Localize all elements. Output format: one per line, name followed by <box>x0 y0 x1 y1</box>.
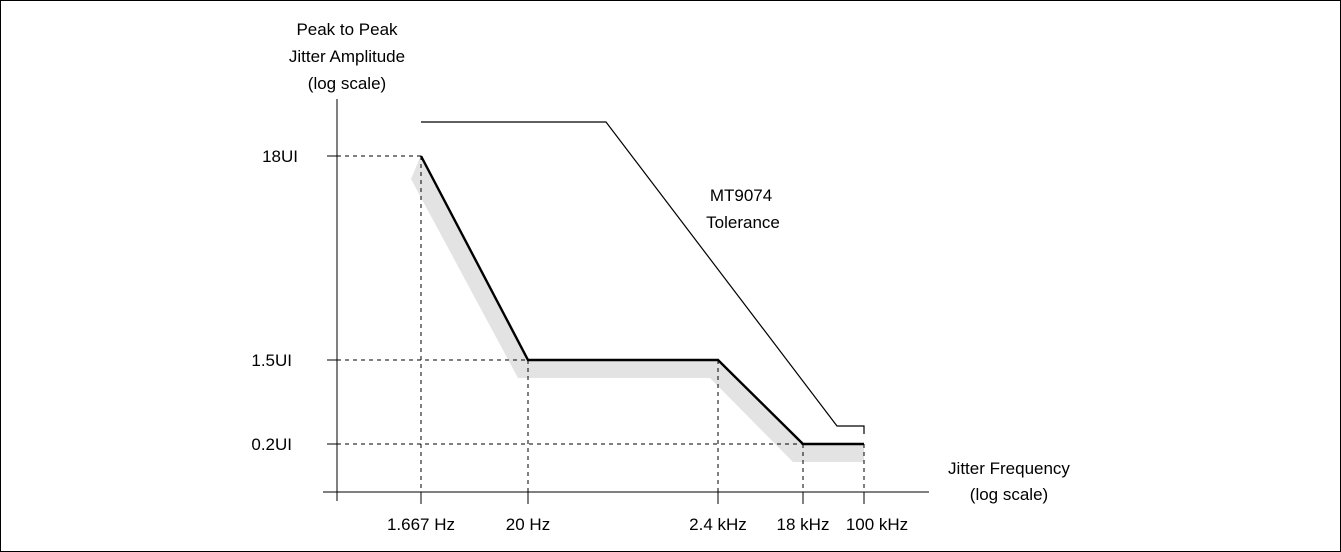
x-axis-ticks <box>420 492 865 504</box>
requirement-shadow-band <box>411 155 864 462</box>
x-tick-label-20hz: 20 Hz <box>506 515 550 534</box>
y-axis-title-line-3: (log scale) <box>308 74 386 93</box>
x-tick-label-18khz: 18 kHz <box>777 515 830 534</box>
y-axis-title-line-2: Jitter Amplitude <box>289 47 405 66</box>
x-tick-label-2-4khz: 2.4 kHz <box>689 515 747 534</box>
vertical-reference-lines <box>420 156 865 492</box>
horizontal-reference-lines <box>337 155 864 445</box>
x-tick-label-1-667hz: 1.667 Hz <box>387 515 455 534</box>
x-axis-title-line-1: Jitter Frequency <box>948 459 1070 478</box>
mt9074-tolerance-line <box>421 121 865 434</box>
y-tick-label-1-5ui: 1.5UI <box>251 351 292 370</box>
y-axis-title-line-1: Peak to Peak <box>296 20 398 39</box>
tolerance-annotation-line-1: MT9074 <box>710 186 772 205</box>
tolerance-annotation-line-2: Tolerance <box>706 213 780 232</box>
x-axis-title-line-2: (log scale) <box>970 485 1048 504</box>
y-tick-label-0-2ui: 0.2UI <box>251 435 292 454</box>
y-tick-label-18ui: 18UI <box>262 147 298 166</box>
jitter-requirement-line <box>419 155 864 446</box>
x-tick-label-100khz: 100 kHz <box>846 515 908 534</box>
y-axis-ticks <box>327 155 337 445</box>
